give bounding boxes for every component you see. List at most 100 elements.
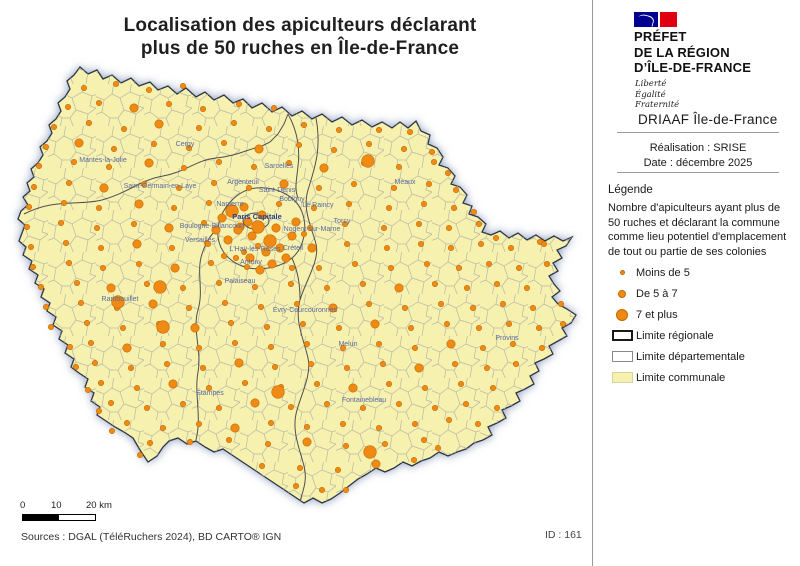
beekeeper-dot: [371, 459, 381, 469]
dot-small-icon: [619, 270, 625, 275]
beekeeper-dot: [236, 101, 243, 108]
beekeeper-dot: [96, 205, 103, 212]
beekeeper-dot: [483, 364, 490, 371]
beekeeper-dot: [400, 146, 407, 153]
legend-label: 7 et plus: [636, 308, 678, 321]
beekeeper-dot: [180, 284, 187, 291]
beekeeper-dot: [247, 231, 257, 241]
beekeeper-dot: [443, 320, 450, 327]
beekeeper-dot: [363, 445, 377, 459]
divider: [617, 172, 779, 173]
beekeeper-dot: [232, 339, 239, 346]
prefet-block: PRÉFET DE LA RÉGION D’ÎLE-DE-FRANCE: [634, 29, 751, 76]
beekeeper-dot: [111, 295, 125, 309]
marianne-icon: [637, 13, 655, 27]
info-panel: PRÉFET DE LA RÉGION D’ÎLE-DE-FRANCE Libe…: [592, 0, 799, 566]
beekeeper-dot: [492, 235, 499, 242]
beekeeper-dot: [141, 181, 148, 188]
prefet-line-1: PRÉFET: [634, 29, 687, 44]
beekeeper-dot: [291, 217, 301, 227]
beekeeper-dot: [233, 255, 240, 262]
beekeeper-dot: [153, 280, 167, 294]
beekeeper-dot: [200, 364, 207, 371]
beekeeper-dot: [221, 253, 228, 260]
beekeeper-dot: [275, 201, 282, 208]
beekeeper-dot: [128, 364, 135, 371]
beekeeper-dot: [122, 343, 132, 353]
beekeeper-dot: [27, 244, 34, 251]
beekeeper-dot: [330, 147, 337, 154]
beekeeper-dot: [505, 320, 512, 327]
beekeeper-dot: [406, 129, 413, 136]
beekeeper-dot: [303, 423, 310, 430]
beekeeper-dot: [310, 205, 317, 212]
beekeeper-dot: [447, 245, 454, 252]
beekeeper-dot: [423, 260, 430, 267]
beekeeper-dot: [335, 324, 342, 331]
beekeeper-dot: [186, 304, 193, 311]
beekeeper-dot: [515, 264, 522, 271]
beekeeper-dot: [370, 319, 380, 329]
beekeeper-dot: [170, 263, 180, 273]
beekeeper-dot: [255, 243, 262, 250]
map-id-text: ID : 161: [545, 529, 582, 541]
page-title: Localisation des apiculteurs déclarant p…: [60, 14, 540, 60]
idf-map-svg: Cergy Mantes-la-Jolie Saint-Germain-en-Lay…: [17, 66, 577, 504]
beekeeper-dot: [263, 323, 270, 330]
beekeeper-dot: [339, 420, 346, 427]
city-label: Mantes-la-Jolie: [79, 157, 127, 164]
motto-liberte: Liberté: [635, 79, 667, 89]
beekeeper-dot: [351, 260, 358, 267]
city-label: Étampes: [196, 388, 224, 397]
beekeeper-dot: [425, 181, 432, 188]
scale-bar: [22, 514, 96, 521]
beekeeper-dot: [106, 283, 116, 293]
beekeeper-dot: [267, 343, 274, 350]
beekeeper-dot: [475, 324, 482, 331]
legend-item-dot-large: 7 et plus: [608, 304, 793, 325]
beekeeper-dot: [507, 245, 514, 252]
legend-item-region-outline: Limite régionale: [608, 325, 793, 346]
beekeeper-dot: [444, 170, 451, 177]
beekeeper-dot: [379, 360, 386, 367]
city-label: Saint-Germain-en-Laye: [124, 183, 197, 190]
beekeeper-dot: [512, 360, 519, 367]
beekeeper-dot: [445, 416, 452, 423]
beekeeper-dot: [300, 122, 307, 129]
legend-item-dot-small: Moins de 5: [608, 262, 793, 283]
beekeeper-dot: [86, 120, 93, 127]
beekeeper-dot: [37, 283, 44, 290]
beekeeper-dot: [200, 106, 207, 113]
beekeeper-dot: [437, 300, 444, 307]
beekeeper-dot: [535, 324, 542, 331]
beekeeper-dot: [243, 217, 253, 227]
beekeeper-dot: [252, 283, 259, 290]
beekeeper-dot: [66, 259, 73, 266]
flag-red-icon: [660, 12, 677, 27]
beekeeper-dot: [211, 180, 218, 187]
beekeeper-dot: [451, 360, 458, 367]
beekeeper-dot: [303, 340, 310, 347]
beekeeper-dot: [78, 299, 85, 306]
beekeeper-dot: [493, 404, 500, 411]
dot-large-icon: [616, 308, 628, 321]
beekeeper-dot: [137, 451, 144, 458]
french-republic-logo: [634, 12, 680, 28]
beekeeper-dot: [196, 420, 203, 427]
beekeeper-dot: [23, 224, 30, 231]
beekeeper-dot: [136, 260, 143, 267]
city-label: Melun: [338, 341, 357, 348]
beekeeper-dot: [206, 200, 213, 207]
beekeeper-dot: [96, 100, 103, 107]
beekeeper-dot: [559, 320, 566, 327]
beekeeper-dot: [201, 220, 208, 227]
beekeeper-dot: [430, 159, 437, 166]
city-label: Bobigny: [279, 196, 305, 203]
beekeeper-dot: [245, 253, 255, 263]
beekeeper-dot: [296, 464, 303, 471]
beekeeper-dot: [288, 264, 295, 271]
beekeeper-dot: [187, 438, 194, 445]
beekeeper-dot: [121, 126, 128, 133]
beekeeper-dot: [287, 231, 297, 241]
beekeeper-dot: [148, 299, 158, 309]
